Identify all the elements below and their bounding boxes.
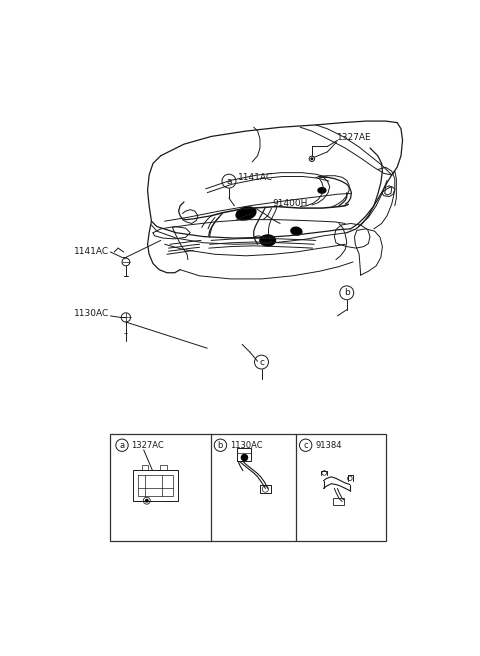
Text: 1130AC: 1130AC (74, 309, 109, 318)
Text: a: a (120, 441, 125, 450)
Text: 1130AC: 1130AC (230, 441, 263, 450)
Circle shape (311, 157, 313, 160)
Bar (133, 470, 178, 501)
Ellipse shape (317, 187, 326, 194)
Bar (110, 434, 385, 541)
Circle shape (241, 455, 248, 461)
Text: 91384: 91384 (316, 441, 342, 450)
Text: a: a (226, 176, 232, 186)
Text: c: c (259, 358, 264, 367)
Text: b: b (218, 441, 223, 450)
Text: 1141AC: 1141AC (74, 247, 109, 256)
Text: 1141AC: 1141AC (238, 173, 274, 182)
Bar (333, 499, 345, 504)
Ellipse shape (259, 234, 276, 247)
Text: 91400H: 91400H (272, 199, 308, 208)
Circle shape (145, 499, 149, 502)
Text: 1327AC: 1327AC (132, 441, 164, 450)
Ellipse shape (290, 226, 302, 236)
Text: c: c (303, 441, 308, 450)
Text: 1327AE: 1327AE (337, 133, 372, 142)
Ellipse shape (235, 206, 257, 220)
Bar (237, 448, 251, 461)
Text: b: b (344, 288, 349, 297)
